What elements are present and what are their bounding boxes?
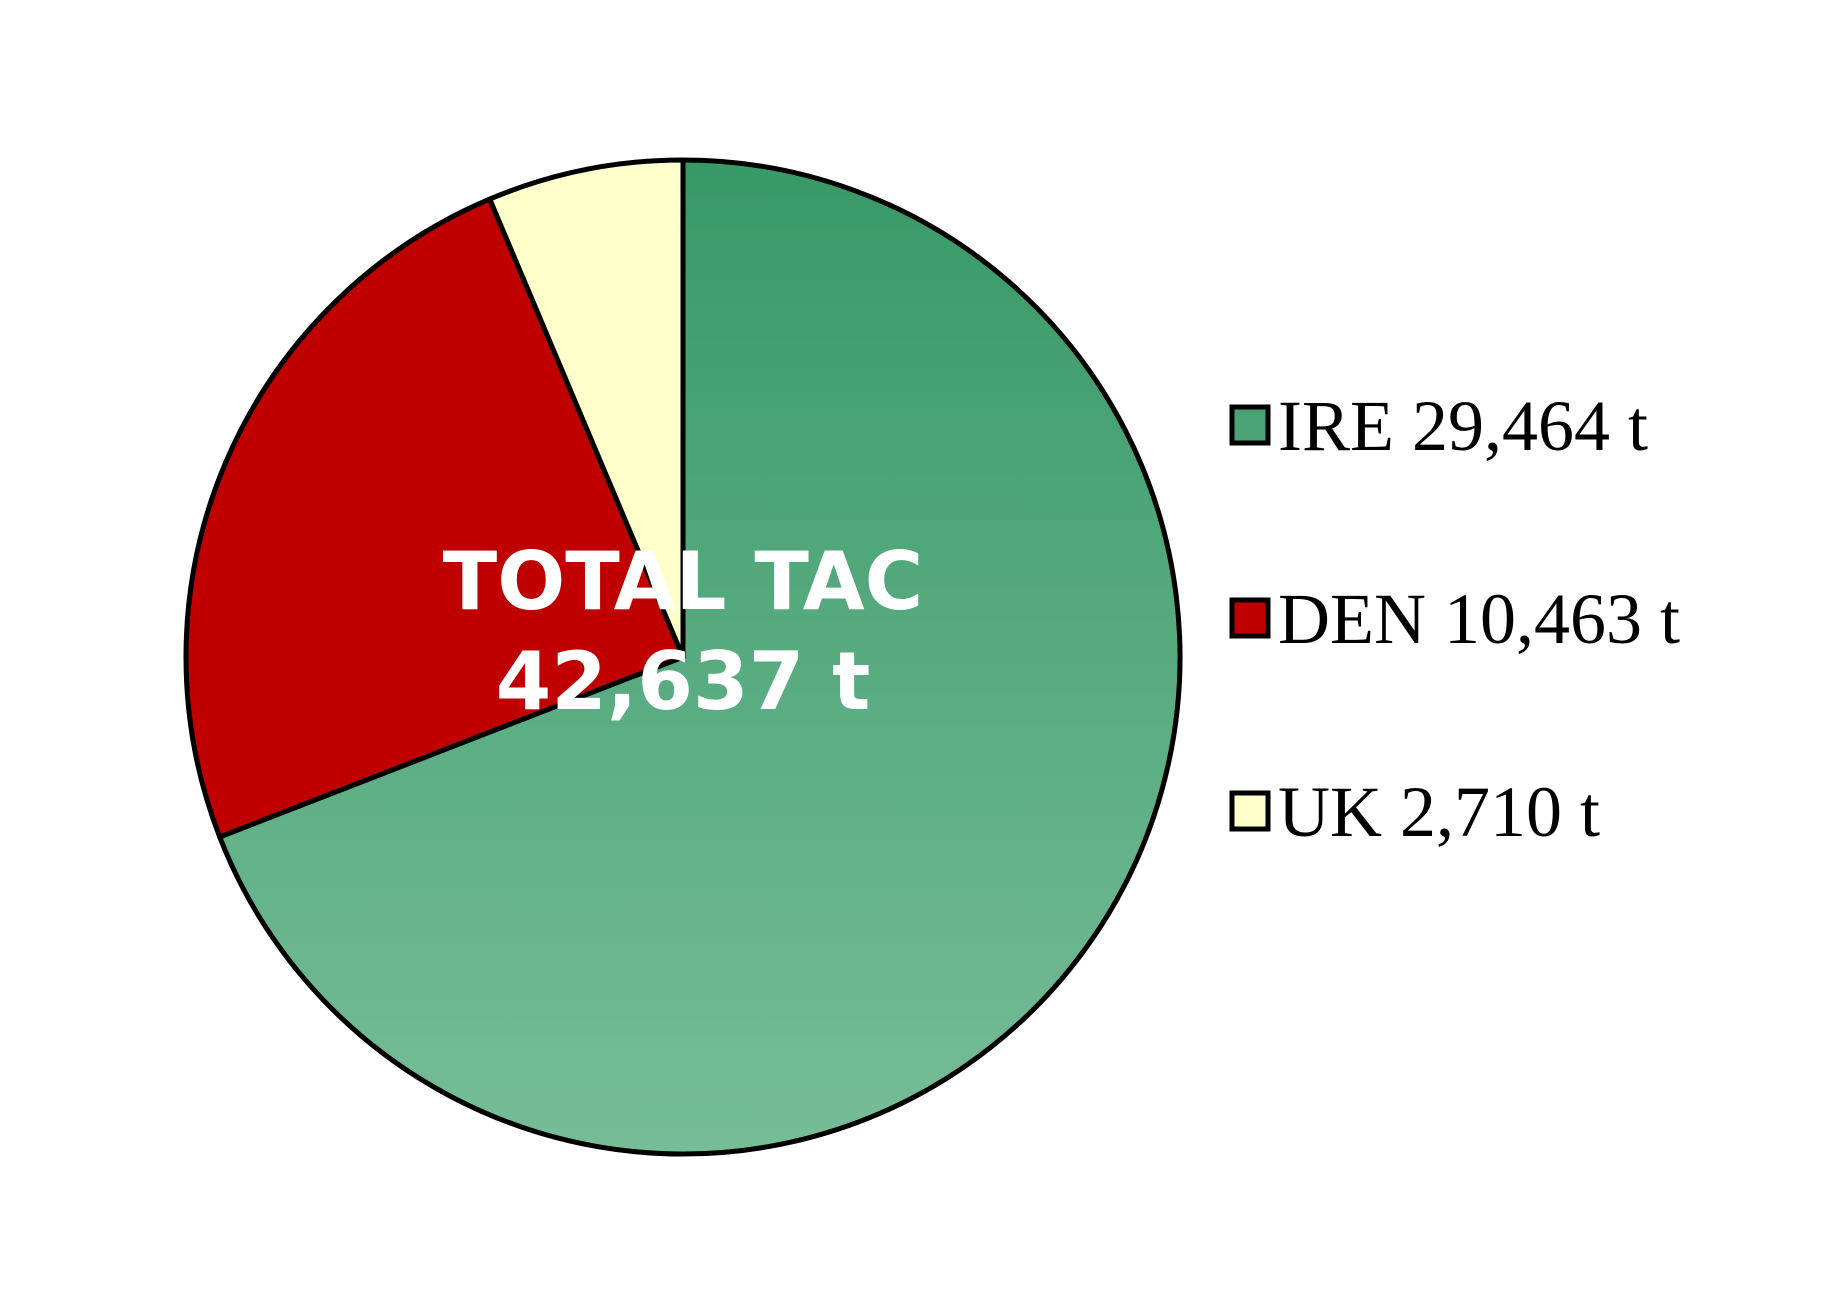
- center-label: TOTAL TAC 42,637 t: [443, 535, 924, 728]
- legend: IRE 29,464 t DEN 10,463 t UK 2,710 t: [1229, 386, 1680, 852]
- center-label-line2: 42,637 t: [496, 635, 871, 728]
- pie-slice-den: [183, 196, 686, 840]
- legend-label-ire: IRE 29,464 t: [1278, 386, 1648, 466]
- legend-label-uk: UK 2,710 t: [1278, 772, 1600, 852]
- legend-item-den: DEN 10,463 t: [1229, 579, 1680, 659]
- pie-slices: [183, 157, 1183, 1157]
- pie-slice-uk: [487, 157, 686, 660]
- center-label-line1: TOTAL TAC: [443, 535, 924, 628]
- legend-item-uk: UK 2,710 t: [1229, 772, 1600, 852]
- legend-swatch-ire: [1229, 404, 1271, 446]
- legend-swatch-uk: [1229, 790, 1271, 832]
- legend-label-den: DEN 10,463 t: [1278, 579, 1680, 659]
- legend-swatch-den: [1229, 597, 1271, 639]
- legend-item-ire: IRE 29,464 t: [1229, 386, 1648, 466]
- pie-slice-ire: [217, 157, 1183, 1157]
